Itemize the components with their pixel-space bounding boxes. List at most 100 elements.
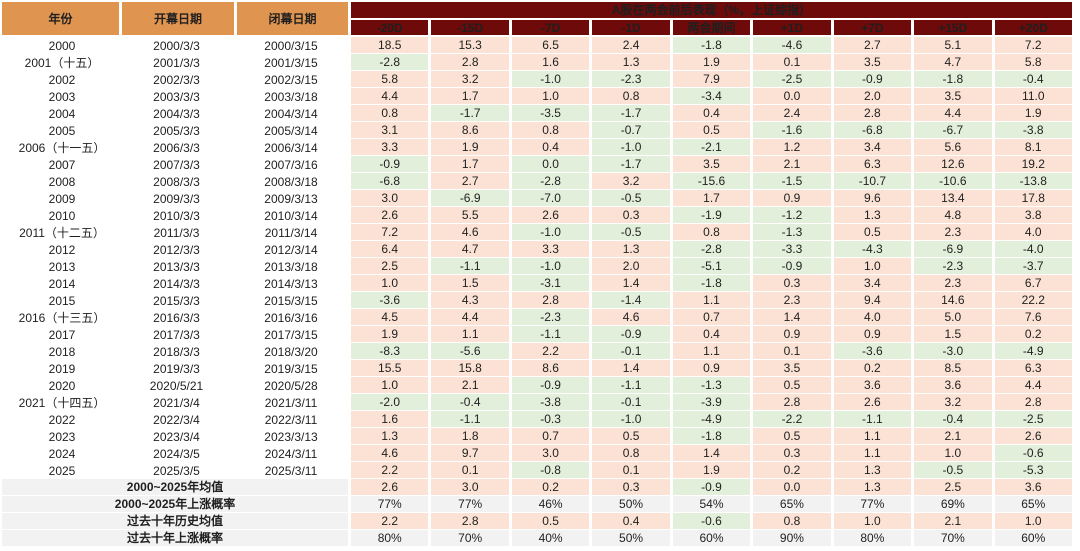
value-cell: 1.3: [348, 428, 429, 445]
value-cell: 0.9: [750, 326, 831, 343]
value-cell: 1.1: [669, 343, 751, 360]
value-cell: 0.5: [750, 428, 831, 445]
value-cell: 0.3: [589, 207, 670, 224]
value-cell: -5.1: [669, 258, 751, 275]
value-cell: 2.8: [830, 105, 912, 122]
value-cell: -0.9: [750, 258, 831, 275]
value-cell: 2.7: [428, 173, 509, 190]
value-cell: 7.2: [991, 37, 1072, 54]
value-cell: 13.4: [911, 190, 992, 207]
value-cell: -0.8: [508, 462, 590, 479]
value-cell: 6.3: [830, 156, 912, 173]
summary-value-cell: 70%: [911, 530, 992, 547]
summary-value-cell: 2.6: [348, 479, 429, 496]
summary-value-cell: 50%: [589, 496, 670, 513]
open-date-cell: 2020/5/21: [119, 377, 234, 394]
summary-value-cell: 2.2: [348, 513, 429, 530]
value-cell: 3.5: [911, 88, 992, 105]
value-cell: -4.9: [669, 411, 751, 428]
close-date-cell: 2022/3/11: [234, 411, 348, 428]
year-cell: 2011（十二五）: [2, 224, 119, 241]
close-date-cell: 2000/3/15: [234, 37, 348, 54]
year-cell: 2020: [2, 377, 119, 394]
value-cell: 2.0: [830, 88, 912, 105]
value-cell: 3.2: [428, 71, 509, 88]
value-cell: -0.4: [911, 411, 992, 428]
value-cell: -1.0: [589, 411, 670, 428]
value-cell: -4.3: [830, 241, 912, 258]
value-cell: -2.5: [750, 71, 831, 88]
value-cell: 0.0: [750, 88, 831, 105]
value-cell: 3.3: [508, 241, 590, 258]
value-cell: 0.0: [508, 156, 590, 173]
open-date-cell: 2010/3/3: [119, 207, 234, 224]
value-cell: -6.8: [830, 122, 912, 139]
summary-value-cell: 80%: [348, 530, 429, 547]
value-cell: -5.3: [991, 462, 1072, 479]
value-cell: 0.8: [348, 105, 429, 122]
open-date-cell: 2004/3/3: [119, 105, 234, 122]
close-date-cell: 2013/3/18: [234, 258, 348, 275]
column-header-1: 开幕日期: [119, 2, 234, 37]
period-header-7: +15D: [911, 20, 992, 37]
summary-value-cell: 80%: [830, 530, 912, 547]
value-cell: 19.2: [991, 156, 1072, 173]
summary-value-cell: 3.6: [991, 479, 1072, 496]
value-cell: -0.9: [589, 326, 670, 343]
value-cell: 6.5: [508, 37, 590, 54]
close-date-cell: 2016/3/16: [234, 309, 348, 326]
value-cell: 4.3: [428, 292, 509, 309]
open-date-cell: 2013/3/3: [119, 258, 234, 275]
open-date-cell: 2011/3/3: [119, 224, 234, 241]
value-cell: 2.3: [750, 292, 831, 309]
value-cell: 1.0: [348, 275, 429, 292]
value-cell: -0.9: [348, 156, 429, 173]
open-date-cell: 2018/3/3: [119, 343, 234, 360]
value-cell: -2.3: [589, 71, 670, 88]
value-cell: 2.1: [750, 156, 831, 173]
summary-value-cell: 2.8: [428, 513, 509, 530]
close-date-cell: 2008/3/18: [234, 173, 348, 190]
value-cell: -1.8: [669, 275, 751, 292]
value-cell: 2.6: [348, 207, 429, 224]
open-date-cell: 2015/3/3: [119, 292, 234, 309]
value-cell: -3.6: [348, 292, 429, 309]
open-date-cell: 2024/3/5: [119, 445, 234, 462]
open-date-cell: 2019/3/3: [119, 360, 234, 377]
summary-value-cell: -0.9: [669, 479, 751, 496]
value-cell: -1.1: [508, 326, 590, 343]
value-cell: 1.0: [348, 377, 429, 394]
value-cell: -3.9: [669, 394, 751, 411]
value-cell: -0.3: [508, 411, 590, 428]
summary-value-cell: 46%: [508, 496, 590, 513]
summary-value-cell: 1.3: [830, 479, 912, 496]
period-header-0: -20D: [348, 20, 429, 37]
value-cell: 1.1: [830, 445, 912, 462]
year-cell: 2013: [2, 258, 119, 275]
value-cell: -1.0: [508, 71, 590, 88]
close-date-cell: 2015/3/15: [234, 292, 348, 309]
value-cell: 15.3: [428, 37, 509, 54]
summary-value-cell: 1.0: [991, 513, 1072, 530]
value-cell: 9.4: [830, 292, 912, 309]
value-cell: -1.8: [669, 37, 751, 54]
value-cell: 1.3: [830, 462, 912, 479]
value-cell: -1.3: [750, 224, 831, 241]
value-cell: 5.0: [911, 309, 992, 326]
value-cell: -6.8: [348, 173, 429, 190]
summary-value-cell: 60%: [991, 530, 1072, 547]
year-cell: 2008: [2, 173, 119, 190]
value-cell: 5.1: [911, 37, 992, 54]
year-cell: 2000: [2, 37, 119, 54]
open-date-cell: 2005/3/3: [119, 122, 234, 139]
close-date-cell: 2024/3/11: [234, 445, 348, 462]
value-cell: -1.4: [589, 292, 670, 309]
value-cell: 2.8: [750, 394, 831, 411]
value-cell: -2.1: [669, 139, 751, 156]
value-cell: 0.2: [991, 326, 1072, 343]
summary-value-cell: 3.0: [428, 479, 509, 496]
open-date-cell: 2002/3/3: [119, 71, 234, 88]
value-cell: 2.3: [911, 224, 992, 241]
value-cell: 1.7: [428, 156, 509, 173]
